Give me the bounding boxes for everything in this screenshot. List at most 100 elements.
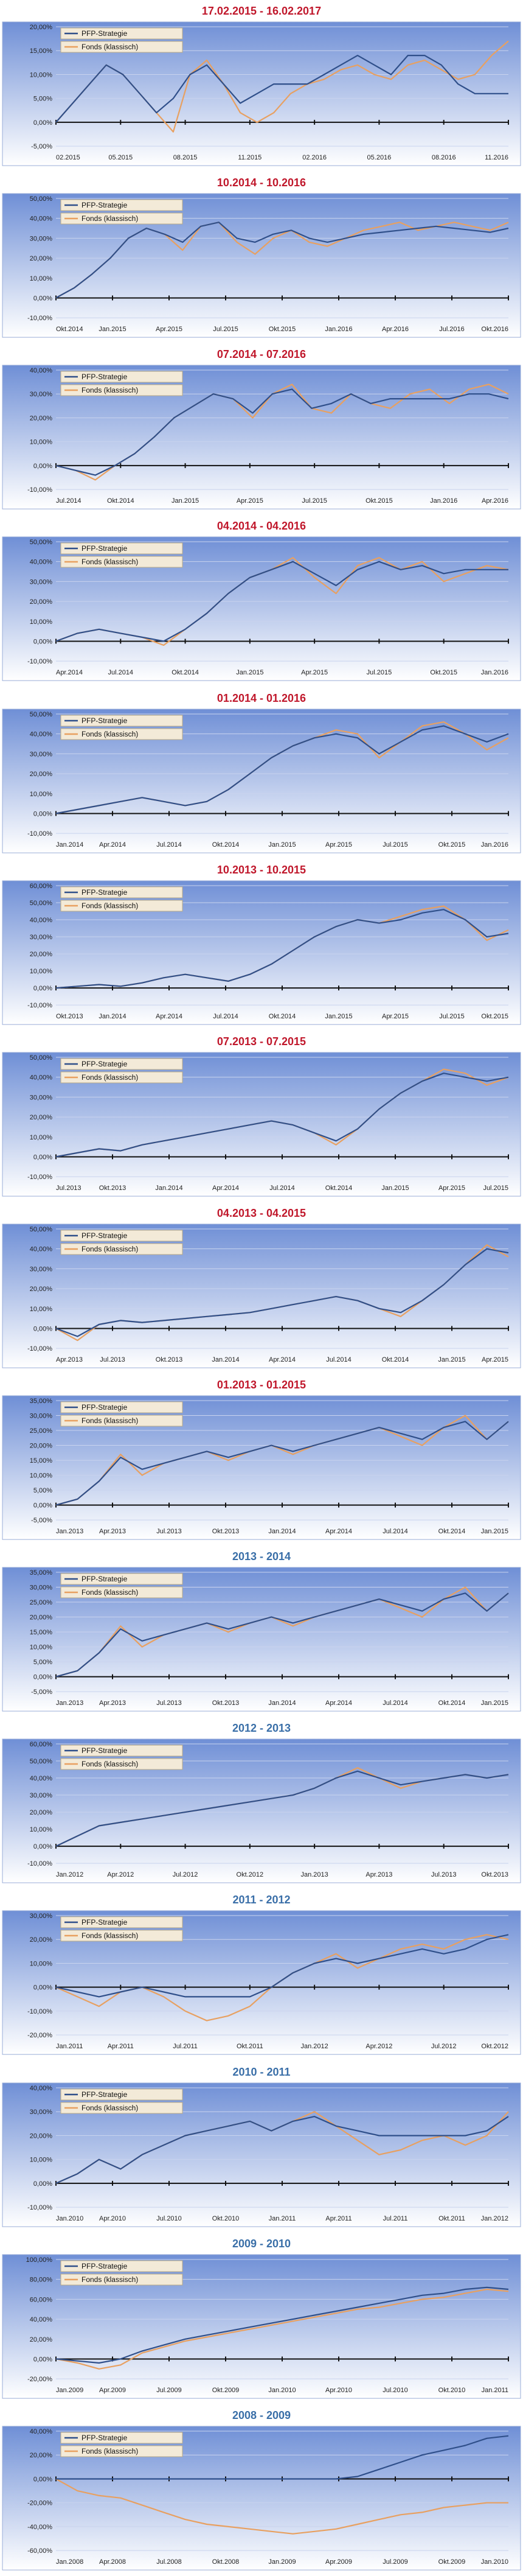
y-tick-label: 20,00% <box>30 415 52 422</box>
x-tick-label: Apr.2013 <box>365 1871 392 1878</box>
chart-title: 2012 - 2013 <box>232 1722 291 1735</box>
x-tick-label: Okt.2015 <box>438 841 466 849</box>
x-tick-label: Jan.2016 <box>430 497 457 505</box>
chart-title: 2010 - 2011 <box>232 2065 291 2078</box>
legend-box <box>60 1230 183 1242</box>
x-tick-label: Jan.2016 <box>325 326 352 333</box>
x-tick-label: Okt.2015 <box>481 1013 508 1020</box>
x-tick-label: Jul.2014 <box>108 670 134 677</box>
legend-box <box>60 2102 183 2114</box>
x-tick-label: Apr.2016 <box>482 497 508 505</box>
y-tick-label: 5,00% <box>33 1487 52 1494</box>
x-tick-label: Jan.2016 <box>481 841 508 849</box>
x-tick-label: Okt.2011 <box>237 2043 263 2051</box>
legend-box <box>60 212 183 225</box>
y-tick-label: 10,00% <box>30 968 52 975</box>
legend: PFP-Strategie Fonds (klassisch) <box>60 886 183 912</box>
series-line-pfp-strategie <box>55 54 508 123</box>
legend-box <box>60 41 183 53</box>
series-line-fonds-klassisch <box>55 1415 509 1506</box>
legend-label: Fonds (klassisch) <box>81 1931 138 1940</box>
legend-label: PFP-Strategie <box>81 1575 128 1583</box>
legend: PFP-Strategie Fonds (klassisch) <box>60 1745 183 1770</box>
x-tick-label: Jan.2016 <box>481 670 508 677</box>
legend-label: Fonds (klassisch) <box>81 901 138 910</box>
y-tick-label: 40,00% <box>30 1074 52 1081</box>
chart-title: 2009 - 2010 <box>232 2237 291 2250</box>
legend-label: PFP-Strategie <box>81 2090 128 2099</box>
legend-box <box>60 728 183 740</box>
x-tick-label: Jan.2011 <box>56 2043 83 2051</box>
legend-label: PFP-Strategie <box>81 716 128 725</box>
y-tick-label: 0,00% <box>33 1984 52 1992</box>
legend-box <box>60 886 183 898</box>
series-line-pfp-strategie <box>55 1592 509 1678</box>
y-tick-label: 20,00% <box>30 1937 52 1944</box>
y-tick-label: 10,00% <box>30 618 52 626</box>
y-tick-label: 30,00% <box>30 1913 52 1920</box>
y-tick-label: 5,00% <box>33 1659 52 1666</box>
chart-panel: 07.2013 - 07.2015 -10,00% 0,00% 10,00% 20,00… <box>0 1030 523 1202</box>
legend-label: Fonds (klassisch) <box>81 1245 138 1253</box>
x-tick-label: Apr.2011 <box>325 2215 352 2222</box>
x-tick-label: 11.2016 <box>485 154 508 161</box>
chart-panel: 17.02.2015 - 16.02.2017 -5,00% 0,00% 5,00% 1… <box>0 0 523 172</box>
legend: PFP-Strategie Fonds (klassisch) <box>60 1573 183 1598</box>
y-tick-label: 30,00% <box>30 1265 52 1273</box>
x-tick-label: Jul.2014 <box>156 841 182 849</box>
y-tick-label: -10,00% <box>27 2008 52 2015</box>
y-tick-label: -10,00% <box>27 830 52 838</box>
y-tick-label: -5,00% <box>31 143 52 150</box>
y-tick-label: 15,00% <box>30 47 52 55</box>
legend: PFP-Strategie Fonds (klassisch) <box>60 715 183 740</box>
x-tick-label: Apr.2014 <box>156 1013 182 1020</box>
chart-panel: 2011 - 2012 -20,00% -10,00% 0,00% 10,00% 20,0… <box>0 1889 523 2061</box>
y-tick-label: 10,00% <box>30 2156 52 2163</box>
x-tick-label: Okt.2010 <box>212 2215 240 2222</box>
y-tick-label: 0,00% <box>33 1843 52 1850</box>
legend-box <box>60 2260 183 2272</box>
x-tick-label: Jul.2012 <box>173 1871 198 1878</box>
x-tick-label: Jul.2013 <box>431 1871 457 1878</box>
y-tick-label: 20,00% <box>30 951 52 958</box>
legend-label: Fonds (klassisch) <box>81 730 138 738</box>
y-tick-label: 25,00% <box>30 1427 52 1435</box>
legend-label: Fonds (klassisch) <box>81 1416 138 1425</box>
chart-title: 2011 - 2012 <box>232 1894 291 1906</box>
x-tick-label: Jul.2014 <box>383 1699 408 1707</box>
line-chart: -60,00% -40,00% -20,00% 0,00% 20,00% 40,00% Ja… <box>2 2426 521 2571</box>
x-tick-label: Jan.2015 <box>268 841 296 849</box>
series-line-pfp-strategie <box>55 1248 509 1337</box>
x-tick-label: Jan.2014 <box>212 1356 239 1363</box>
chart-panel: 2013 - 2014 -5,00% 0,00% 5,00% 10,00% 15,00% 2… <box>0 1545 523 1718</box>
x-tick-label: Apr.2008 <box>99 2558 126 2566</box>
y-tick-label: 10,00% <box>30 1306 52 1313</box>
y-tick-label: 10,00% <box>30 1472 52 1480</box>
x-tick-label: Jul.2014 <box>213 1013 238 1020</box>
x-tick-label: Jan.2014 <box>268 1699 296 1707</box>
chart-panel: 10.2013 - 10.2015 -10,00% 0,00% 10,00% 20,00… <box>0 858 523 1031</box>
y-tick-label: -20,00% <box>27 2500 52 2507</box>
legend-label: PFP-Strategie <box>81 544 128 553</box>
legend-label: Fonds (klassisch) <box>81 2275 138 2284</box>
x-tick-label: Okt.2011 <box>438 2215 465 2222</box>
legend-label: Fonds (klassisch) <box>81 214 138 223</box>
y-tick-label: -10,00% <box>27 315 52 322</box>
y-tick-label: 20,00% <box>30 255 52 262</box>
x-tick-label: Apr.2012 <box>365 2043 392 2051</box>
line-chart: -10,00% 0,00% 10,00% 20,00% 30,00% 40,00% 50,0… <box>2 1052 521 1197</box>
x-tick-label: Apr.2010 <box>99 2215 126 2222</box>
legend-box <box>60 2088 183 2101</box>
x-tick-label: Jan.2011 <box>269 2215 296 2222</box>
chart-panel: 07.2014 - 07.2016 -10,00% 0,00% 10,00% 20,00… <box>0 343 523 516</box>
x-tick-label: Okt.2013 <box>481 1871 508 1878</box>
y-tick-label: 30,00% <box>30 1584 52 1592</box>
x-tick-label: Jan.2014 <box>268 1528 296 1535</box>
y-tick-label: 10,00% <box>30 1961 52 1968</box>
x-tick-label: Jan.2014 <box>155 1185 182 1192</box>
y-tick-label: 80,00% <box>30 2276 52 2283</box>
y-tick-label: 40,00% <box>30 215 52 223</box>
x-tick-label: Jul.2015 <box>483 1185 508 1192</box>
x-tick-label: Okt.2016 <box>481 326 508 333</box>
y-tick-label: 20,00% <box>30 771 52 778</box>
